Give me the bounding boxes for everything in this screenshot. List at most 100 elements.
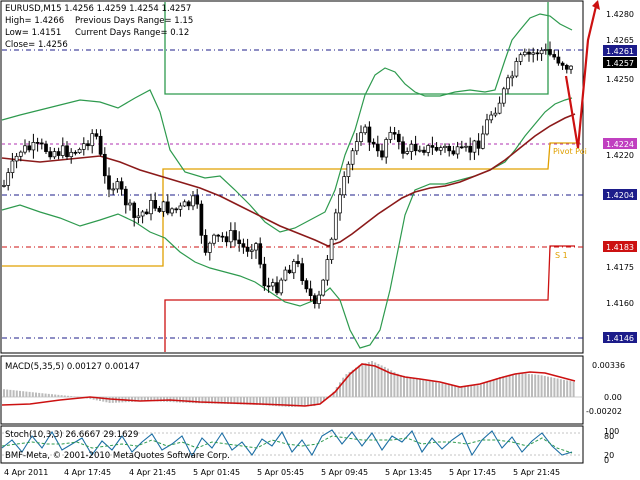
macd-histogram-bar [355, 367, 357, 397]
macd-histogram-bar [409, 377, 412, 397]
time-tick: 4 Apr 21:45 [129, 468, 176, 477]
candle-body [480, 133, 485, 149]
macd-histogram-bar [6, 389, 9, 397]
candle-body [384, 139, 389, 158]
macd-histogram-bar [310, 397, 313, 407]
candle-body [363, 126, 368, 134]
macd-histogram-bar [252, 397, 255, 405]
candle-body [396, 133, 401, 143]
macd-histogram-bar [281, 397, 284, 407]
candle-body [371, 141, 376, 145]
macd-histogram-bar [399, 375, 402, 397]
macd-histogram-bar [479, 384, 482, 397]
macd-histogram-bar [499, 377, 501, 397]
macd-histogram-bar [438, 382, 441, 397]
macd-histogram-bar [502, 376, 505, 397]
candle-body [212, 234, 216, 244]
macd-histogram-bar [531, 374, 533, 397]
macd-histogram-bar [547, 376, 549, 397]
macd-histogram-bar [483, 383, 485, 397]
candle-body [241, 243, 246, 248]
candle-body [560, 62, 565, 66]
macd-histogram-bar [463, 386, 466, 397]
candle-body [35, 142, 40, 144]
candle-body [195, 195, 200, 205]
candle-body [476, 140, 481, 149]
macd-histogram-bar [358, 365, 361, 397]
macd-histogram-bar [540, 375, 543, 397]
macd-histogram-bar [38, 392, 41, 397]
macd-histogram-bar [211, 397, 213, 404]
candle-body [447, 145, 452, 152]
candle-body [119, 181, 124, 190]
candle-body [430, 145, 435, 148]
macd-histogram-bar [223, 397, 226, 404]
candle-body [262, 263, 267, 287]
macd-histogram-bar [227, 397, 229, 404]
candle-body [548, 49, 552, 55]
macd-panel[interactable] [0, 355, 584, 425]
price-badge: 1.4224 [603, 138, 637, 149]
macd-histogram-bar [54, 394, 57, 397]
macd-histogram-bar [313, 397, 316, 407]
candle-body [186, 201, 191, 207]
price-tick: 1.4160 [606, 299, 634, 308]
macd-label: MACD(5,35,5) 0.00127 0.00147 [5, 362, 140, 372]
macd-histogram-bar [230, 397, 233, 405]
candle-body [392, 132, 397, 135]
macd-histogram-bar [319, 397, 322, 403]
price-badge: 1.4204 [603, 189, 637, 200]
macd-histogram-bar [505, 375, 508, 397]
candle-body [380, 150, 384, 158]
candle-body [405, 151, 410, 154]
macd-histogram-bar [89, 397, 92, 400]
macd-histogram-bar [345, 374, 348, 397]
candle-body [409, 143, 414, 152]
macd-histogram-bar [143, 397, 146, 402]
candle-body [569, 65, 573, 70]
macd-histogram-bar [92, 397, 95, 400]
macd-histogram-bar [374, 362, 377, 397]
candle-body [233, 230, 237, 241]
macd-histogram-bar [239, 397, 242, 405]
macd-histogram-bar [185, 397, 188, 403]
candle-body [98, 135, 103, 155]
candle-body [464, 145, 468, 148]
high-value: High= 1.4266 [5, 16, 64, 26]
close-value: Close= 1.4256 [5, 40, 68, 50]
macd-histogram-bar [447, 384, 450, 397]
macd-histogram-bar [339, 382, 341, 397]
low-value: Low= 1.4151 [5, 28, 61, 38]
candle-body [489, 114, 494, 121]
macd-histogram-bar [159, 397, 162, 402]
candle-body [564, 65, 569, 70]
macd-tick: 0.00 [604, 393, 622, 402]
price-tick: 1.4250 [606, 75, 634, 84]
candle-body [296, 261, 300, 265]
candle-body [552, 54, 557, 58]
candle-body [434, 147, 439, 151]
candle-body [443, 145, 447, 148]
macd-histogram-bar [412, 377, 415, 397]
macd-histogram-bar [511, 374, 514, 397]
stoch-tick: 0 [604, 456, 609, 465]
macd-histogram-bar [243, 397, 245, 405]
price-badge: 1.4146 [603, 332, 637, 343]
main-price-panel[interactable] [0, 0, 584, 354]
macd-histogram-bar [470, 385, 473, 397]
candle-body [56, 151, 61, 156]
macd-histogram-bar [188, 397, 191, 403]
macd-histogram-bar [297, 397, 300, 407]
candle-body [136, 215, 141, 218]
candle-body [275, 282, 279, 294]
candle-body [472, 140, 477, 153]
macd-histogram-bar [198, 397, 201, 404]
candle-body [216, 234, 221, 237]
macd-histogram-bar [41, 393, 44, 397]
macd-histogram-bar [537, 374, 540, 397]
candle-body [31, 142, 36, 151]
time-tick: 4 Apr 17:45 [64, 468, 111, 477]
macd-histogram-bar [403, 375, 405, 397]
bollinger-bands [1, 13, 573, 349]
